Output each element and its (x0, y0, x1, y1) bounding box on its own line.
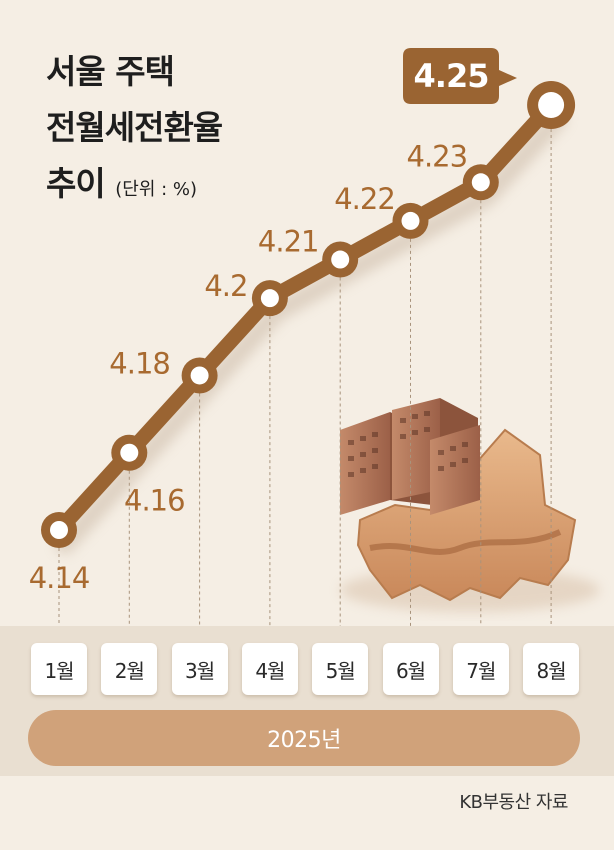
unit-label: (단위 : %) (115, 179, 198, 200)
highlight-callout: 4.25 (403, 48, 517, 104)
apartment-buildings (340, 398, 480, 515)
data-point (50, 521, 68, 539)
title-line-1: 서울 주택 (46, 52, 175, 91)
data-label: 4.21 (258, 225, 319, 259)
month-label: 7월 (452, 643, 509, 695)
data-point (120, 443, 139, 462)
data-point (471, 173, 490, 192)
data-point (260, 289, 279, 308)
year-bar: 2025년 (28, 710, 580, 766)
title-line-3: 추이 (46, 164, 106, 203)
data-label: 4.14 (29, 561, 90, 595)
callout-label: 4.25 (414, 57, 489, 95)
data-label: 4.2 (204, 269, 247, 303)
data-points (41, 81, 576, 548)
month-label: 2월 (101, 643, 158, 695)
month-label: 6월 (382, 643, 439, 695)
source-note: KB부동산 자료 (459, 792, 568, 813)
data-label: 4.16 (124, 484, 185, 518)
month-label: 1월 (31, 643, 87, 695)
data-point (538, 92, 565, 118)
data-labels: 4.14 4.16 4.18 4.2 4.21 4.22 4.23 (29, 139, 468, 595)
data-point (190, 366, 209, 385)
data-point (331, 250, 350, 269)
month-label: 3월 (171, 643, 228, 695)
month-label: 4월 (241, 643, 298, 695)
callout-box (403, 48, 517, 104)
month-axis: 1월 2월 3월 4월 5월 6월 7월 8월 (28, 643, 586, 697)
data-point (401, 211, 420, 230)
chart-title: 서울 주택 전월세전환율 추이 (단위 : %) (46, 44, 223, 218)
data-label: 4.22 (334, 182, 395, 216)
seoul-map-illustration (340, 398, 600, 612)
data-label: 4.23 (407, 139, 468, 173)
month-label: 5월 (312, 643, 369, 695)
month-label: 8월 (523, 643, 580, 695)
data-label: 4.18 (109, 346, 170, 380)
title-line-2: 전월세전환율 (46, 108, 223, 147)
